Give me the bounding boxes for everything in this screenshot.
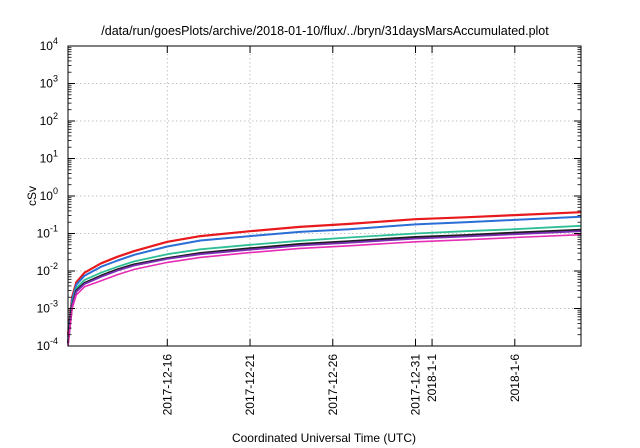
x-tick-label: 2017-12-26: [326, 354, 340, 416]
x-tick-label: 2017-12-21: [243, 354, 257, 416]
y-tick-label: 10-4: [37, 336, 58, 353]
y-axis-label: cSv: [25, 186, 39, 206]
x-axis-ticks: 2017-12-16 2017-12-21 2017-12-26 2017-12-31…: [160, 46, 522, 415]
x-tick-label: 2017-12-16: [160, 354, 174, 416]
y-axis-ticks: 10-4 10-3 10-2 10-1 100 101 102 103 104: [37, 36, 581, 353]
series-line: [67, 215, 582, 338]
y-tick-label: 10-1: [37, 224, 58, 241]
series-lines: [66, 211, 582, 347]
x-axis-label: Coordinated Universal Time (UTC): [232, 431, 416, 445]
y-tick-label: 10-3: [37, 299, 58, 316]
x-tick-label: 2018-1-1: [425, 354, 439, 402]
x-tick-label: 2018-1-6: [508, 354, 522, 402]
grid: [68, 46, 581, 346]
series-line: [67, 230, 582, 344]
series-line: [67, 233, 582, 347]
y-tick-label: 102: [40, 111, 58, 128]
y-tick-label: 104: [40, 36, 58, 53]
y-tick-label: 101: [40, 149, 58, 166]
y-tick-label: 10-2: [37, 261, 58, 278]
x-tick-label: 2017-12-31: [409, 354, 423, 416]
y-tick-label: 100: [40, 186, 58, 203]
series-line: [66, 211, 582, 335]
y-tick-label: 103: [40, 74, 58, 91]
series-line: [67, 224, 582, 341]
chart-title: /data/run/goesPlots/archive/2018-01-10/f…: [101, 24, 549, 38]
